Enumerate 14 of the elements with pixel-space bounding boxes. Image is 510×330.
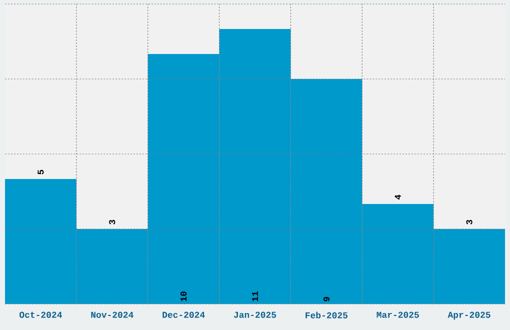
data-label: 3 <box>109 220 116 224</box>
data-label: 9 <box>323 296 330 302</box>
data-label: 10 <box>180 292 187 302</box>
x-tick-label: Nov-2024 <box>91 312 134 318</box>
data-label: 3 <box>466 220 472 224</box>
data-label: 5 <box>38 170 44 174</box>
x-tick-label: Jan-2025 <box>234 312 276 318</box>
x-tick-label: Dec-2024 <box>162 312 205 318</box>
x-tick-label: Oct-2024 <box>20 312 62 318</box>
x-tick-label: Mar-2025 <box>376 312 419 318</box>
x-tick-label: Apr-2025 <box>448 312 490 320</box>
x-tick-label: Feb-2025 <box>306 312 348 318</box>
data-label: 11 <box>252 291 258 302</box>
data-label: 4 <box>394 194 401 200</box>
